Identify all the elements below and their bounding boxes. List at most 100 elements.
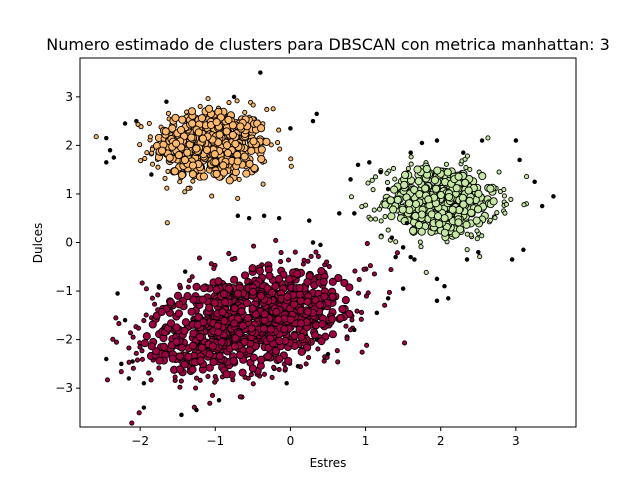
- cluster-3-border-point: [104, 377, 111, 383]
- noise-point: [104, 160, 109, 165]
- cluster-1-border-point: [149, 146, 155, 152]
- cluster-3-border-point: [271, 364, 277, 370]
- cluster-3-core-point: [247, 324, 256, 333]
- cluster-3-core-point: [196, 356, 205, 365]
- cluster-3-core-point: [283, 292, 292, 301]
- cluster-3-border-point: [185, 284, 191, 290]
- cluster-1-core-point: [178, 115, 187, 124]
- cluster-2-core-point: [454, 172, 463, 181]
- noise-point: [532, 179, 537, 185]
- cluster-1-core-point: [233, 157, 242, 166]
- cluster-3-border-point: [116, 321, 122, 327]
- cluster-3-border-point: [300, 261, 306, 267]
- cluster-3-core-point: [220, 316, 229, 325]
- cluster-3-core-point: [214, 277, 223, 286]
- cluster-3-border-point: [347, 327, 354, 333]
- cluster-3-border-point: [212, 374, 218, 380]
- cluster-3-border-point: [196, 255, 202, 261]
- cluster-3-core-point: [303, 307, 312, 316]
- cluster-3-core-point: [157, 307, 166, 316]
- cluster-3-core-point: [175, 365, 184, 374]
- y-tick-label: −2: [55, 333, 73, 347]
- noise-point: [419, 140, 425, 146]
- cluster-3-border-point: [113, 315, 119, 321]
- cluster-2-border-point: [378, 218, 384, 224]
- cluster-2-core-point: [417, 227, 426, 236]
- x-tick-label: −1: [206, 434, 224, 448]
- cluster-2-border-point: [492, 215, 498, 221]
- cluster-3-core-point: [271, 282, 280, 291]
- cluster-2-border-point: [378, 234, 384, 240]
- cluster-2-core-point: [444, 192, 454, 202]
- cluster-1-core-point: [249, 137, 258, 146]
- cluster-1-border-point: [142, 155, 148, 162]
- cluster-3-core-point: [272, 346, 281, 356]
- cluster-3-core-point: [205, 303, 214, 312]
- cluster-3-core-point: [317, 337, 326, 346]
- cluster-2-core-point: [436, 190, 445, 200]
- cluster-3-border-point: [149, 295, 155, 301]
- cluster-2-core-point: [448, 205, 457, 214]
- cluster-1-core-point: [197, 114, 206, 123]
- cluster-1-border-point: [268, 142, 274, 148]
- noise-point: [104, 356, 109, 362]
- cluster-1-core-point: [215, 130, 224, 139]
- cluster-3-core-point: [212, 285, 221, 294]
- noise-point: [352, 327, 357, 333]
- y-tick-label: −1: [55, 284, 73, 298]
- cluster-3-border-point: [278, 259, 284, 265]
- cluster-1-border-point: [288, 163, 294, 169]
- cluster-3-core-point: [275, 336, 284, 345]
- cluster-3-core-point: [175, 352, 184, 361]
- noise-point: [288, 126, 293, 131]
- cluster-3-core-point: [293, 269, 302, 279]
- cluster-3-border-point: [278, 249, 284, 256]
- cluster-1-core-point: [245, 159, 254, 168]
- cluster-1-core-point: [262, 137, 271, 146]
- cluster-2-core-point: [454, 218, 463, 227]
- cluster-1-core-point: [223, 148, 232, 158]
- cluster-3-border-point: [306, 355, 312, 361]
- cluster-3-core-point: [140, 339, 149, 348]
- cluster-2-border-point: [479, 233, 485, 239]
- cluster-1-border-point: [146, 120, 152, 126]
- cluster-3-border-point: [186, 278, 192, 284]
- noise-point: [408, 150, 413, 155]
- cluster-2-border-point: [503, 201, 509, 207]
- cluster-2-core-point: [386, 196, 395, 205]
- cluster-3-border-point: [211, 265, 217, 272]
- noise-point: [111, 155, 117, 160]
- cluster-3-core-point: [180, 326, 189, 335]
- noise-point: [517, 157, 522, 163]
- cluster-2-border-point: [487, 217, 493, 223]
- cluster-3-border-point: [324, 259, 330, 265]
- cluster-2-border-point: [467, 166, 473, 172]
- cluster-3-core-point: [219, 289, 229, 299]
- cluster-2-core-point: [415, 190, 424, 199]
- cluster-3-core-point: [317, 266, 326, 276]
- noise-point: [389, 235, 395, 240]
- cluster-3-border-point: [139, 348, 145, 354]
- cluster-1-core-point: [242, 169, 251, 178]
- cluster-1-core-point: [174, 151, 183, 160]
- noise-point: [126, 376, 132, 381]
- cluster-1-core-point: [224, 115, 233, 124]
- cluster-2-core-point: [414, 177, 423, 186]
- cluster-3-border-point: [386, 289, 392, 295]
- cluster-2-border-point: [418, 244, 424, 250]
- cluster-2-border-point: [405, 165, 411, 172]
- y-axis: −3 −2 −1 0 1 2 3: [55, 90, 80, 395]
- cluster-3-border-point: [308, 253, 314, 260]
- noise-point: [325, 351, 331, 357]
- cluster-3-core-point: [234, 289, 243, 298]
- cluster-3-core-point: [155, 356, 164, 365]
- cluster-2-border-point: [372, 216, 379, 222]
- cluster-3-border-point: [326, 264, 332, 270]
- cluster-2-core-point: [443, 168, 452, 177]
- cluster-3-border-point: [359, 349, 365, 355]
- cluster-3-border-point: [172, 374, 178, 380]
- cluster-3-core-point: [297, 332, 306, 341]
- noise-point: [521, 247, 526, 253]
- cluster-3-border-point: [232, 255, 238, 261]
- cluster-3-border-point: [226, 250, 232, 257]
